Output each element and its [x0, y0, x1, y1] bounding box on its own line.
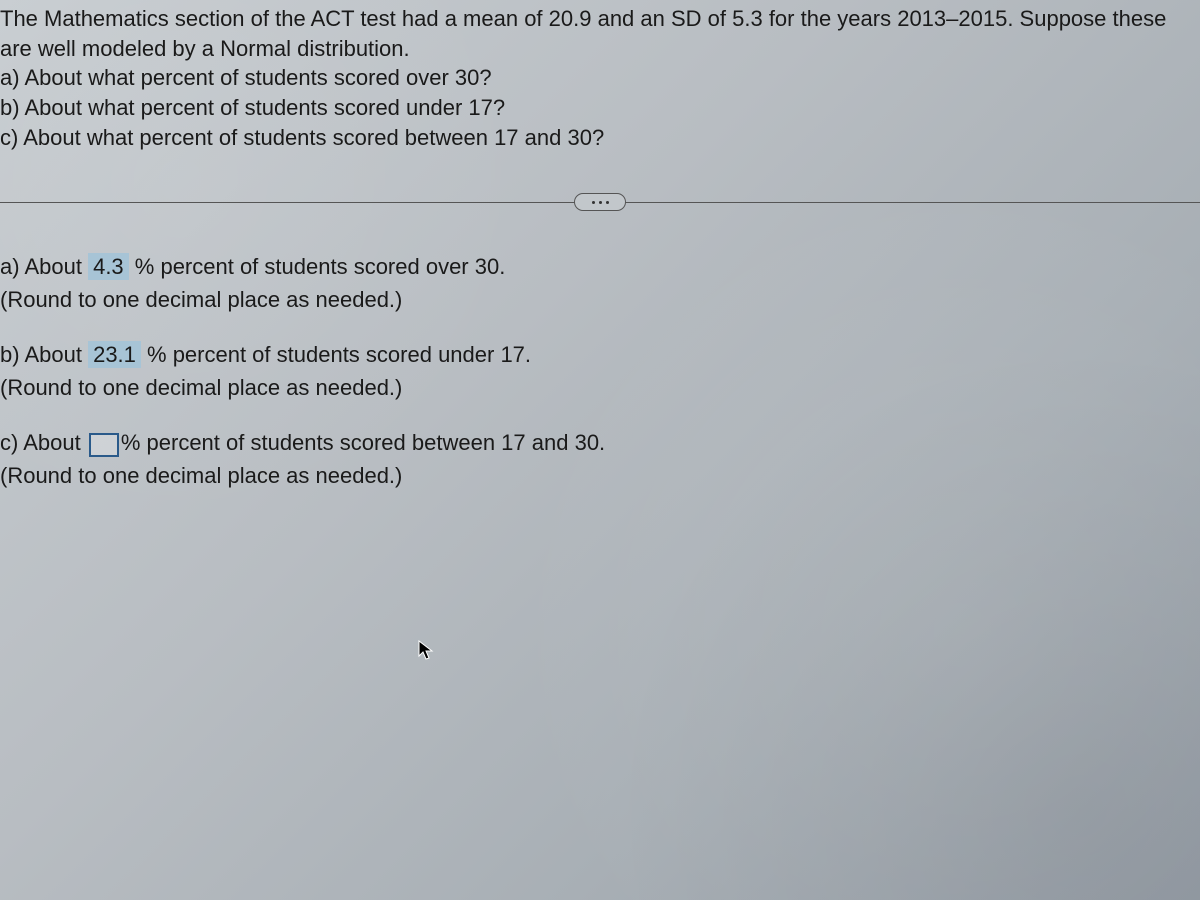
question-part-b: b) About what percent of students scored… [0, 93, 1200, 123]
question-part-a: a) About what percent of students scored… [0, 63, 1200, 93]
answer-b: b) About 23.1 % percent of students scor… [0, 338, 1200, 404]
answer-c-hint: (Round to one decimal place as needed.) [0, 463, 402, 488]
ellipsis-dot-icon [599, 201, 602, 204]
ellipsis-dot-icon [592, 201, 595, 204]
answer-a-hint: (Round to one decimal place as needed.) [0, 287, 402, 312]
answer-b-suffix: % percent of students scored under 17. [141, 342, 531, 367]
intro-line-2: are well modeled by a Normal distributio… [0, 34, 1200, 64]
section-divider [0, 192, 1200, 212]
question-stem: The Mathematics section of the ACT test … [0, 4, 1200, 152]
answer-a-value[interactable]: 4.3 [88, 253, 129, 280]
expand-button[interactable] [574, 193, 626, 211]
intro-line-1: The Mathematics section of the ACT test … [0, 4, 1200, 34]
ellipsis-dot-icon [606, 201, 609, 204]
answer-c-prefix: c) About [0, 430, 87, 455]
answer-c-suffix: % percent of students scored between 17 … [121, 430, 605, 455]
answer-b-hint: (Round to one decimal place as needed.) [0, 375, 402, 400]
answer-a-suffix: % percent of students scored over 30. [129, 254, 506, 279]
answer-b-prefix: b) About [0, 342, 88, 367]
answer-a-prefix: a) About [0, 254, 88, 279]
answer-c: c) About % percent of students scored be… [0, 426, 1200, 492]
answer-a: a) About 4.3 % percent of students score… [0, 250, 1200, 316]
answer-b-value[interactable]: 23.1 [88, 341, 141, 368]
cursor-icon [418, 640, 434, 662]
question-part-c: c) About what percent of students scored… [0, 123, 1200, 153]
answer-c-input[interactable] [89, 433, 119, 457]
